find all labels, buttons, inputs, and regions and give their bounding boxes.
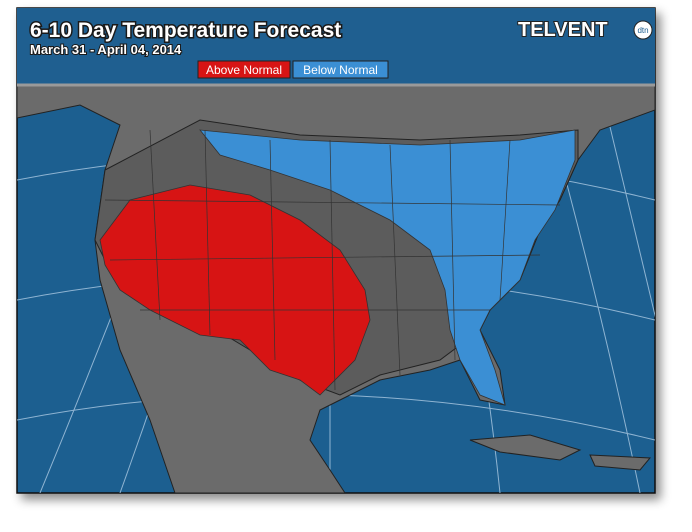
above-normal-region xyxy=(99,184,371,396)
cuba xyxy=(469,434,582,461)
legend-label: Below Normal xyxy=(303,63,378,77)
title: 6-10 Day Temperature Forecast xyxy=(30,19,341,42)
subtitle: March 31 - April 04, 2014 xyxy=(30,42,182,57)
state-borders xyxy=(104,129,561,391)
hispaniola xyxy=(589,454,652,471)
legend-swatch xyxy=(292,60,389,79)
legend-label: Above Normal xyxy=(206,63,282,77)
logo-badge-text: dtn xyxy=(637,26,648,35)
legend-swatch xyxy=(197,60,291,79)
logo: TELVENT xyxy=(518,19,608,41)
legend: Above Normal Below Normal xyxy=(197,60,389,79)
map xyxy=(17,84,655,493)
logo-badge xyxy=(633,20,653,40)
below-normal-region xyxy=(199,129,576,406)
